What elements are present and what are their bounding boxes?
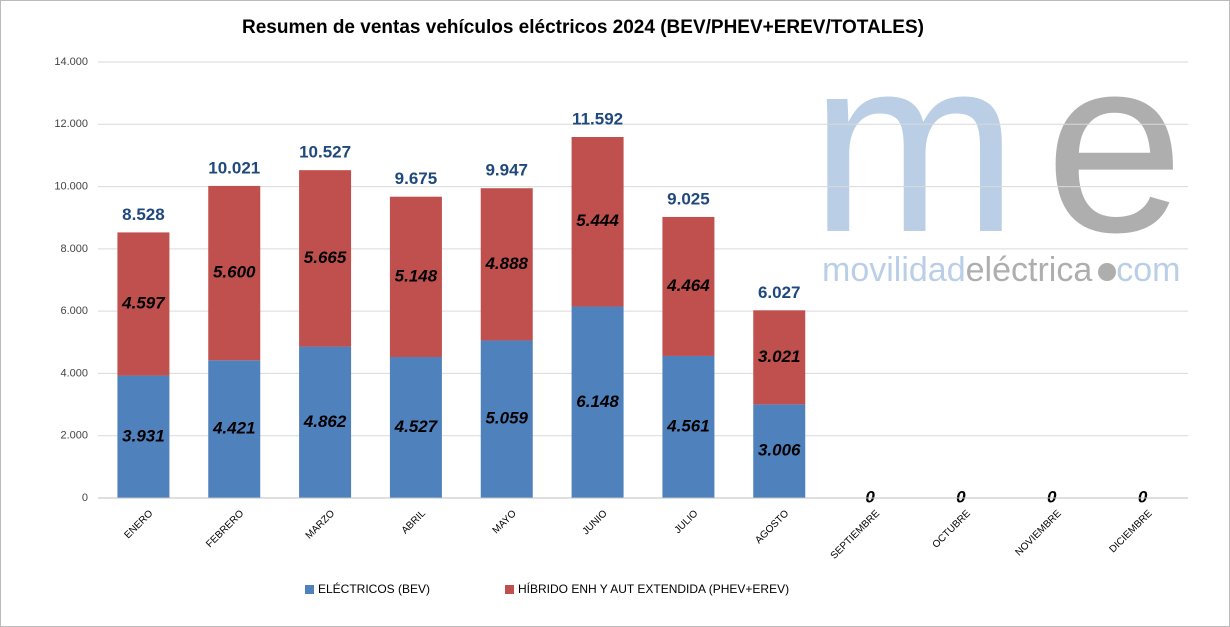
- data-label: 5.059: [485, 409, 528, 428]
- data-label: 3.021: [758, 347, 801, 366]
- legend-swatch: [505, 585, 514, 594]
- bar-segment: [117, 375, 170, 498]
- data-label: 5.600: [213, 263, 256, 282]
- logo-e: e: [1045, 5, 1184, 284]
- logo-text-1: movilidad: [822, 251, 966, 289]
- total-label: 10.527: [299, 143, 351, 162]
- bar-segment: [299, 170, 352, 347]
- y-tick-label: 10.000: [54, 180, 88, 192]
- bar-segment: [662, 216, 715, 356]
- total-label: 6.027: [758, 283, 801, 302]
- bar-segment: [480, 188, 533, 341]
- legend-label: ELÉCTRICOS (BEV): [318, 581, 430, 596]
- data-label: 0: [1047, 487, 1057, 506]
- logo-text: movilidadeléctrica com: [822, 251, 1180, 289]
- bar-segment: [662, 355, 715, 498]
- data-label: 5.148: [395, 266, 438, 285]
- y-tick-label: 4.000: [60, 367, 88, 379]
- bar-segment: [117, 232, 170, 376]
- bar-segment: [208, 360, 261, 498]
- logo-text-3: com: [1116, 251, 1180, 289]
- total-label: 9.675: [395, 169, 438, 188]
- y-tick-label: 2.000: [60, 430, 88, 442]
- data-label: 4.862: [303, 412, 347, 431]
- bar-segment: [753, 310, 806, 405]
- data-label: 5.444: [576, 211, 619, 230]
- logo-m: m: [810, 5, 1018, 284]
- bar-segment: [208, 185, 261, 361]
- total-label: 9.947: [485, 161, 528, 180]
- logo-text-2: eléctrica: [966, 251, 1093, 289]
- data-label: 4.561: [666, 416, 710, 435]
- data-label: 4.421: [212, 419, 256, 438]
- data-label: 0: [956, 487, 966, 506]
- y-tick-label: 6.000: [60, 305, 88, 317]
- data-label: 0: [1138, 487, 1148, 506]
- data-label: 4.597: [121, 293, 166, 312]
- bar-segment: [389, 357, 442, 498]
- total-label: 10.021: [208, 158, 260, 177]
- bar-segment: [753, 404, 806, 498]
- data-label: 3.006: [758, 441, 801, 460]
- data-label: 4.464: [666, 276, 710, 295]
- data-label: 3.931: [122, 426, 165, 445]
- y-tick-label: 14.000: [54, 56, 88, 68]
- watermark: m e movilidadeléctrica com: [810, 5, 1184, 289]
- logo-dot: [1098, 263, 1116, 281]
- bar-segment: [571, 136, 624, 307]
- data-label: 4.888: [484, 254, 528, 273]
- data-label: 4.527: [394, 417, 439, 436]
- bar-segment: [299, 346, 352, 498]
- total-label: 9.025: [667, 189, 710, 208]
- bar-segment: [571, 306, 624, 498]
- y-tick-label: 12.000: [54, 118, 88, 130]
- total-label: 8.528: [122, 205, 165, 224]
- legend-swatch: [305, 585, 314, 594]
- data-label: 6.148: [576, 392, 619, 411]
- total-label: 11.592: [572, 109, 623, 128]
- legend-label: HÍBRIDO ENH Y AUT EXTENDIDA (PHEV+EREV): [518, 581, 789, 596]
- data-label: 5.665: [304, 248, 347, 267]
- chart-title: Resumen de ventas vehículos eléctricos 2…: [242, 17, 924, 38]
- y-tick-label: 0: [82, 492, 88, 504]
- bar-segment: [389, 196, 442, 358]
- data-label: 0: [865, 487, 875, 506]
- bar-segment: [480, 340, 533, 498]
- y-tick-label: 8.000: [60, 243, 88, 255]
